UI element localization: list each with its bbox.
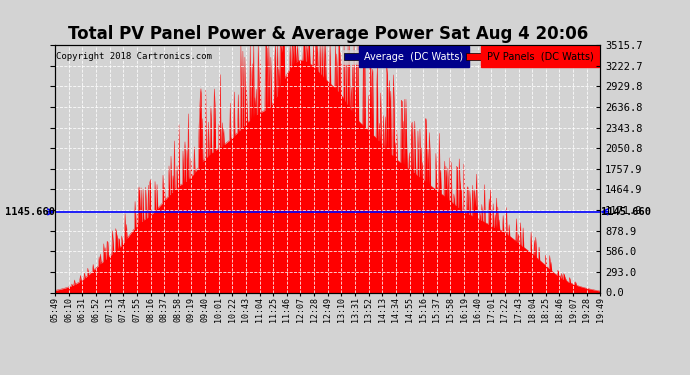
Text: Copyright 2018 Cartronics.com: Copyright 2018 Cartronics.com	[57, 53, 212, 62]
Text: 1145.660: 1145.660	[5, 207, 55, 217]
Title: Total PV Panel Power & Average Power Sat Aug 4 20:06: Total PV Panel Power & Average Power Sat…	[68, 26, 588, 44]
Legend: Average  (DC Watts), PV Panels  (DC Watts): Average (DC Watts), PV Panels (DC Watts)	[342, 50, 595, 64]
Text: 1145.660: 1145.660	[601, 207, 651, 217]
